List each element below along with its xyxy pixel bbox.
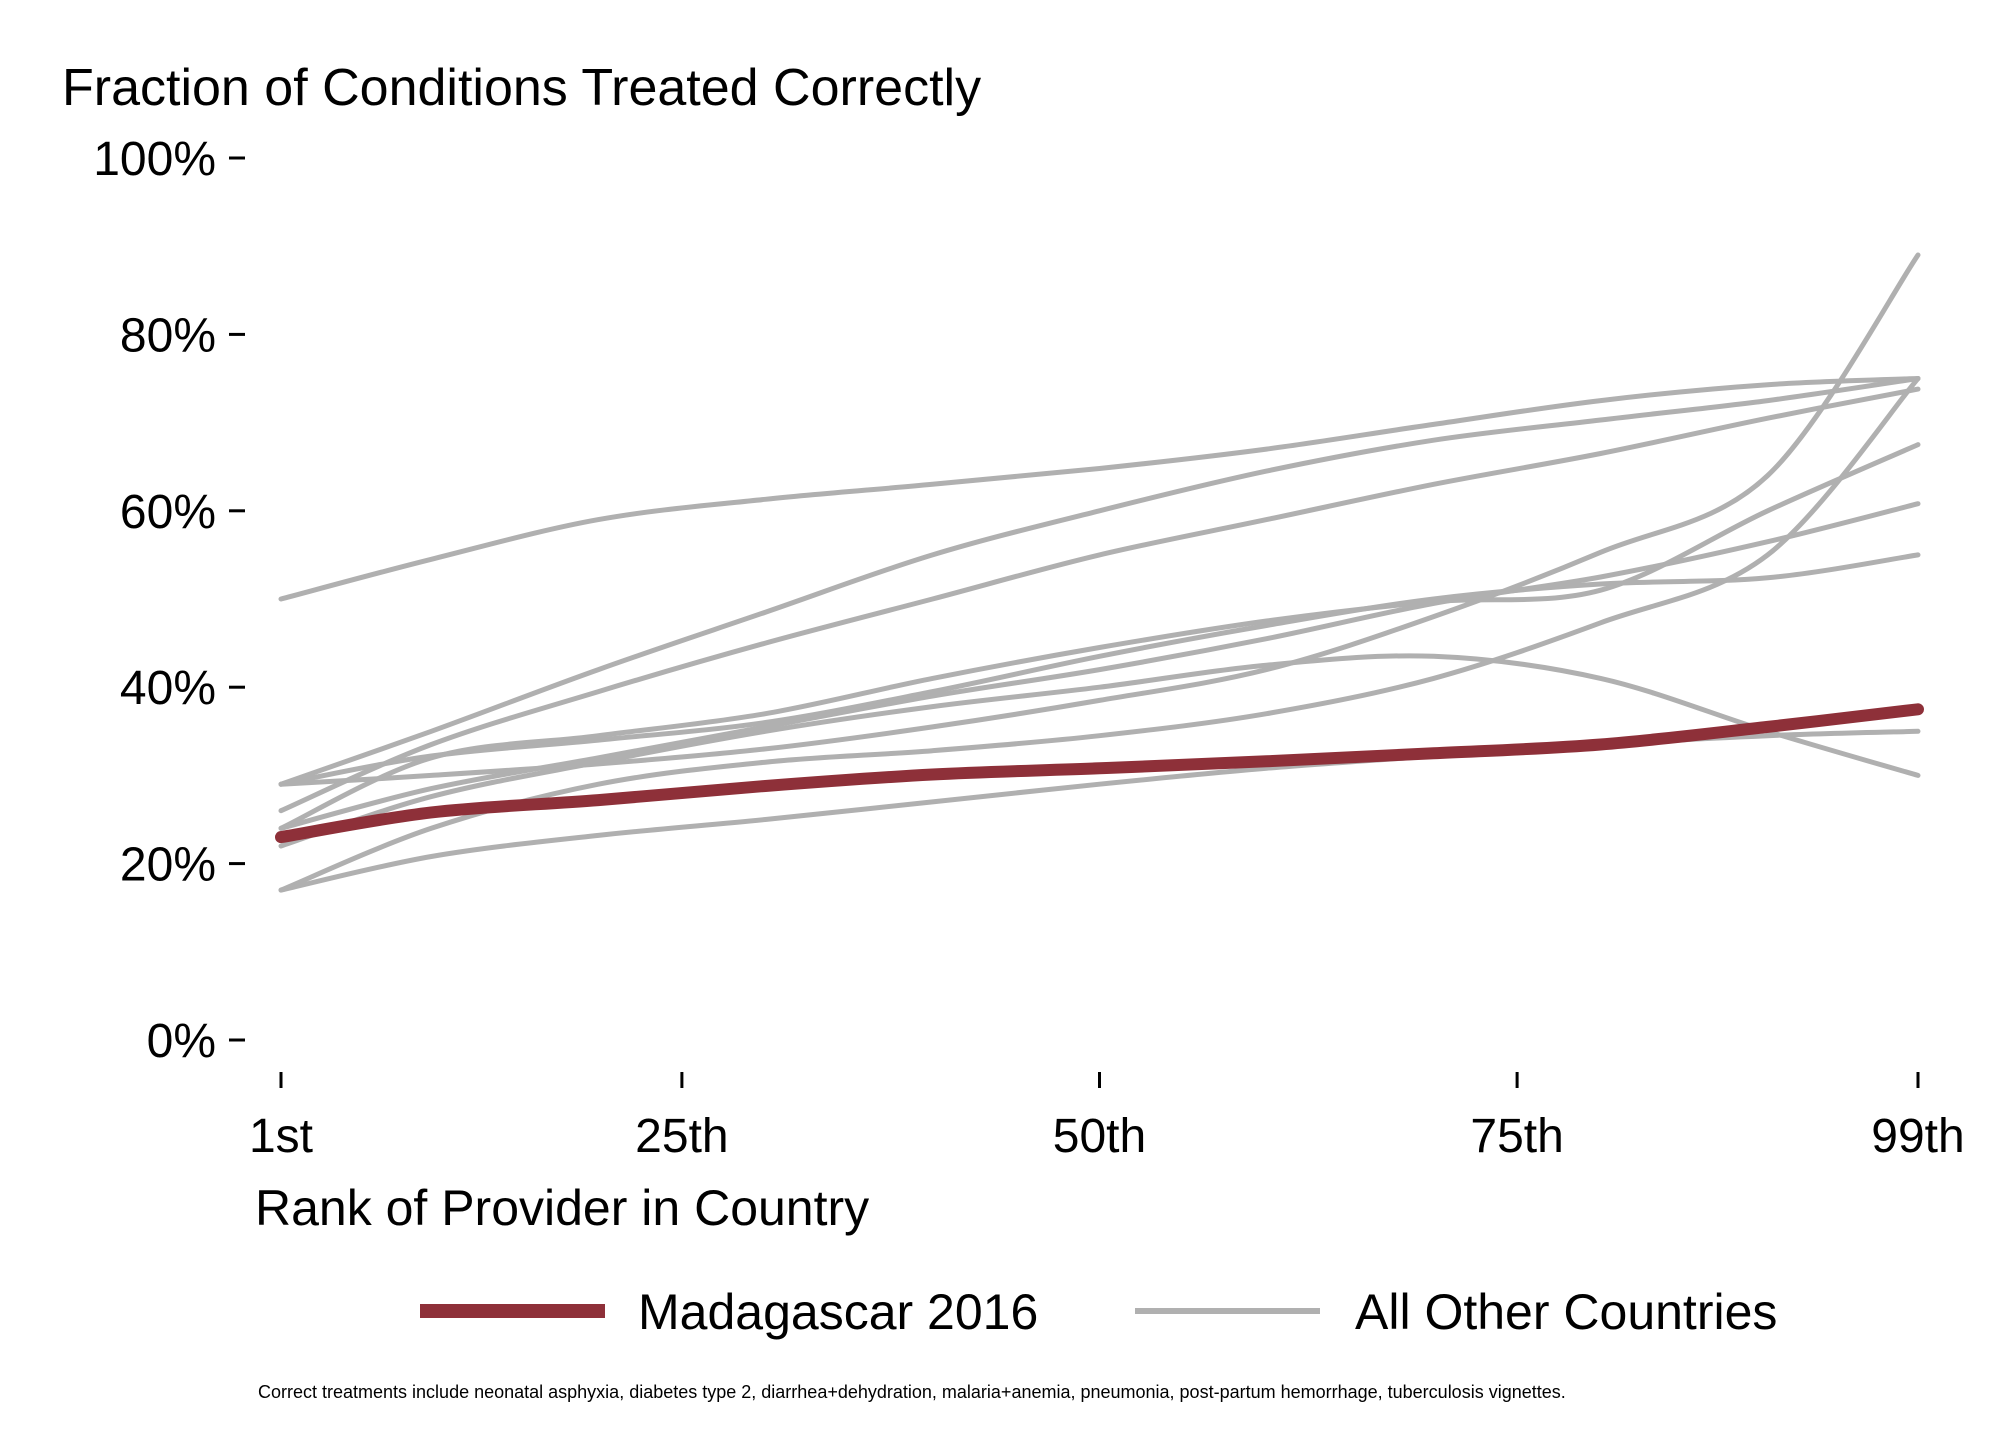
series-line-other-country-9 xyxy=(278,442,1921,831)
legend-label-other-countries: All Other Countries xyxy=(1355,1284,1777,1340)
legend-label-madagascar: Madagascar 2016 xyxy=(638,1284,1038,1340)
y-tick-label: 60% xyxy=(120,486,216,539)
x-tick-label: 75th xyxy=(1470,1110,1563,1163)
y-tick-label: 80% xyxy=(120,309,216,362)
highlight-series-group xyxy=(275,703,1924,844)
series-group xyxy=(278,252,1921,893)
y-axis: 0% 20% 40% 60% 80% 100% xyxy=(93,133,245,1068)
legend: Madagascar 2016 All Other Countries xyxy=(420,1284,1777,1340)
series-line-other-country-8 xyxy=(278,552,1921,787)
x-tick-label: 25th xyxy=(635,1110,728,1163)
x-tick-label: 50th xyxy=(1053,1110,1146,1163)
series-line-madagascar xyxy=(275,703,1924,844)
series-line-other-country-10 xyxy=(278,376,1921,787)
series-line-other-country-4 xyxy=(278,386,1921,814)
series-line-other-country-6 xyxy=(278,653,1921,849)
series-line-other-country-2 xyxy=(278,376,1921,893)
series-line-other-country-5 xyxy=(278,501,1921,831)
series-line-other-country-3 xyxy=(278,252,1921,787)
series-line-other-country-1 xyxy=(278,376,1921,602)
x-tick-label: 1st xyxy=(249,1110,313,1163)
x-axis-label: Rank of Provider in Country xyxy=(255,1180,869,1236)
y-tick-label: 0% xyxy=(147,1015,216,1068)
chart-note: Correct treatments include neonatal asph… xyxy=(258,1382,1566,1402)
y-tick-label: 20% xyxy=(120,839,216,892)
y-tick-label: 40% xyxy=(120,662,216,715)
x-tick-label: 99th xyxy=(1871,1110,1964,1163)
y-tick-label: 100% xyxy=(93,133,216,186)
chart-title: Fraction of Conditions Treated Correctly xyxy=(62,59,981,117)
x-axis: 1st 25th 50th 75th 99th xyxy=(249,1072,1965,1163)
